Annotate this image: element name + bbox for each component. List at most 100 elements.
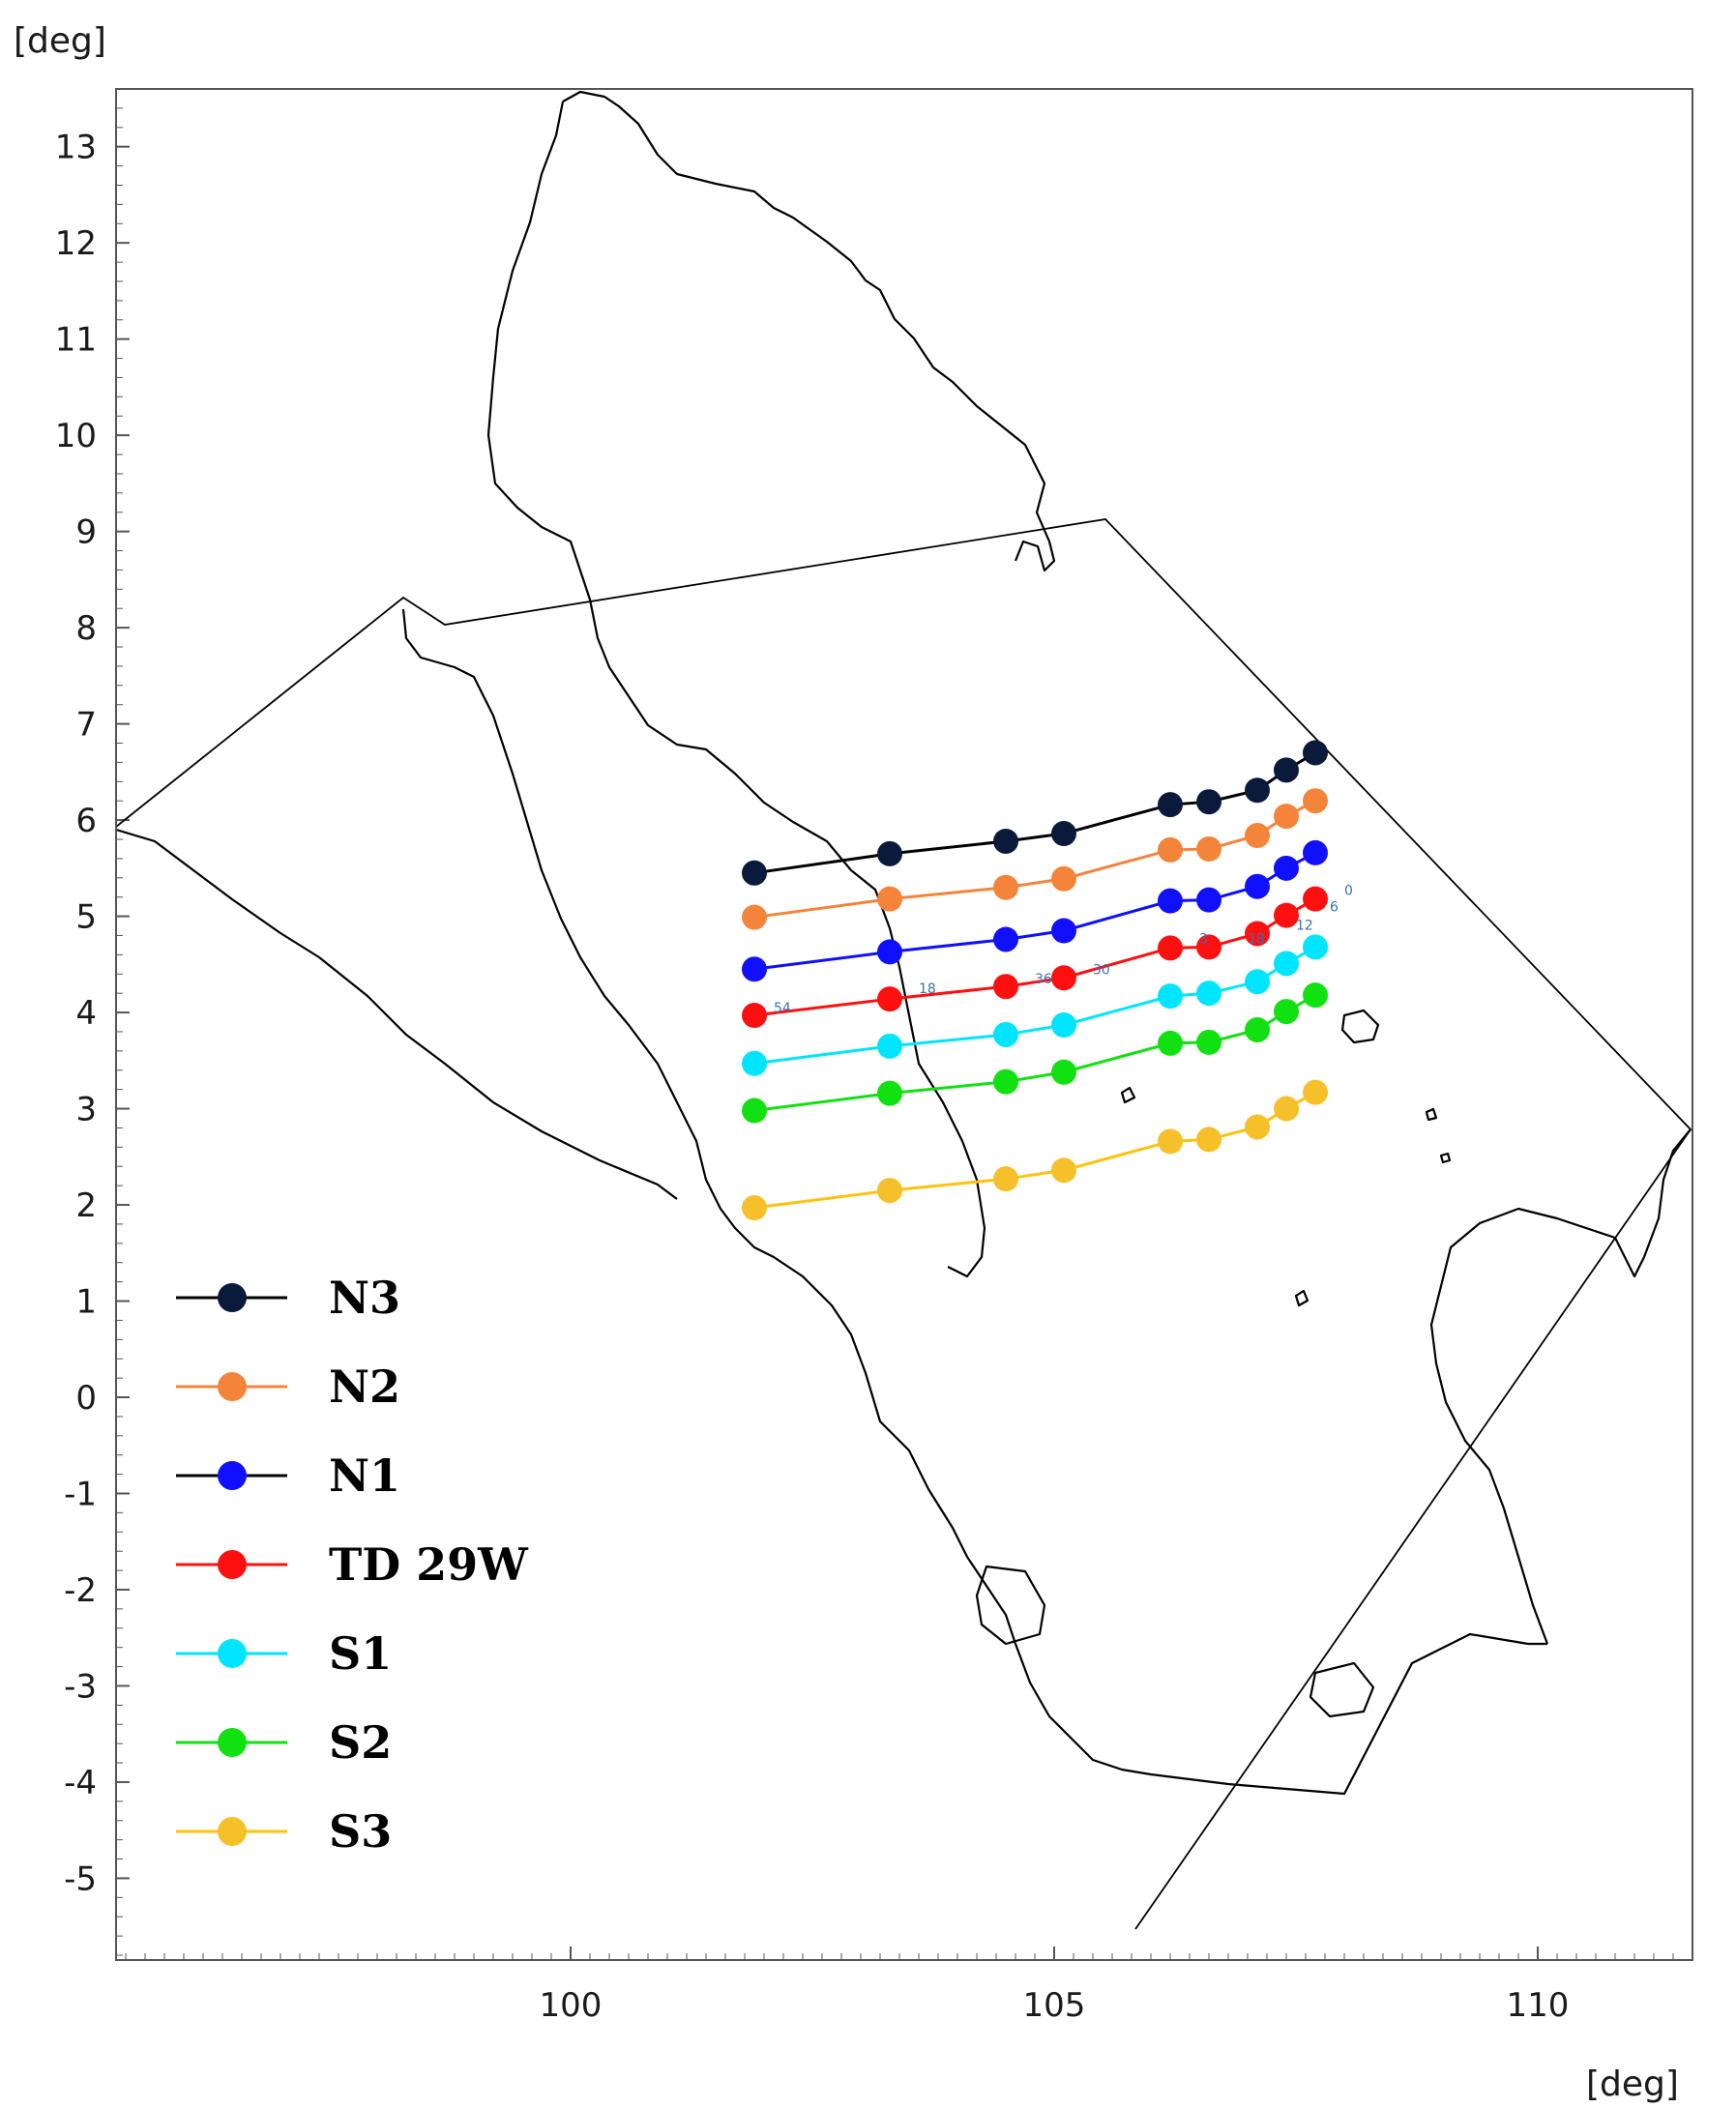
y-tick-label: 2: [75, 1186, 97, 1225]
legend-label: N3: [329, 1272, 400, 1324]
legend-marker: [218, 1550, 247, 1579]
track-point-s3: [1274, 1096, 1299, 1122]
y-tick-label: 3: [75, 1091, 97, 1129]
track-point-n2: [877, 886, 902, 912]
track-point-td-29w: [1245, 921, 1270, 947]
x-tick-label: 110: [1507, 1986, 1570, 2025]
map-geography: [115, 90, 1692, 1930]
track-line-n1: [753, 851, 1316, 971]
legend-item-s3: S3: [176, 1805, 392, 1858]
legend-marker: [218, 1283, 247, 1312]
track-point-s1: [1274, 951, 1299, 977]
track-point-n3: [1303, 740, 1328, 766]
island-bangka: [975, 1565, 1046, 1646]
track-point-n1: [1196, 887, 1221, 913]
plot-frame: [115, 88, 1693, 1961]
legend-label: TD 29W: [329, 1538, 529, 1591]
y-tick-label: 9: [75, 513, 97, 552]
island-small-4: [1439, 1152, 1452, 1164]
track-point-s1: [1303, 934, 1328, 960]
track-point-s3: [877, 1178, 902, 1204]
x-axis: 100 105 110: [125, 1947, 1674, 2025]
track-point-n1: [1274, 855, 1299, 881]
legend: N3 N2 N1 TD 29W S1 S2 S3: [176, 1272, 529, 1858]
track-point-n2: [1051, 865, 1076, 892]
track-point-label: 18: [1248, 931, 1265, 947]
track-point-n1: [993, 926, 1018, 952]
y-tick-label: -3: [64, 1667, 97, 1706]
track-point-label: 36: [1035, 972, 1052, 987]
track-point-n2: [1303, 788, 1328, 814]
track-point-n3: [1274, 757, 1299, 783]
track-s3: [742, 1079, 1328, 1221]
track-point-td-29w: [993, 974, 1018, 1000]
legend-label: N1: [329, 1449, 400, 1502]
track-point-n3: [1051, 821, 1076, 847]
track-point-s2: [1196, 1029, 1221, 1055]
track-point-label: 30: [1093, 962, 1110, 978]
track-line-n2: [753, 799, 1316, 920]
track-n2: [742, 788, 1328, 930]
track-point-td-29w: [1196, 934, 1221, 960]
y-tick-label: 1: [75, 1283, 97, 1322]
y-tick-label: 10: [55, 417, 97, 455]
track-point-n3: [877, 840, 902, 866]
model-domain-boundary: [115, 518, 1692, 1930]
track-s1: [742, 934, 1328, 1076]
track-point-n2: [1274, 804, 1299, 830]
legend-item-n3: N3: [176, 1272, 400, 1324]
track-point-label: 3: [1199, 931, 1208, 947]
track-point-s3: [993, 1166, 1018, 1192]
track-point-s3: [1051, 1157, 1076, 1184]
track-point-s2: [1274, 999, 1299, 1025]
y-tick-label: 12: [55, 224, 97, 263]
track-point-s3: [1196, 1127, 1221, 1153]
track-point-n3: [993, 828, 1018, 854]
track-point-s1: [877, 1033, 902, 1059]
track-point-labels: 54 18 36 30 3 18 12 60: [774, 884, 1353, 1016]
x-tick-label: 100: [540, 1986, 603, 2025]
coastline-sumatra: [115, 828, 678, 1200]
track-point-s3: [1303, 1079, 1328, 1105]
y-tick-label: 6: [75, 802, 97, 840]
track-point-td-29w: [1274, 902, 1299, 928]
y-tick-label: 13: [55, 129, 97, 167]
legend-item-n2: N2: [176, 1361, 400, 1413]
track-point-n1: [1051, 918, 1076, 944]
track-point-n1: [742, 956, 767, 982]
coastline-peninsula-west: [401, 608, 1017, 1645]
coastline-gulf-west: [486, 101, 986, 1278]
legend-marker: [218, 1461, 247, 1490]
track-point-n3: [742, 860, 767, 886]
y-tick-label: -5: [64, 1859, 97, 1898]
legend-label: N2: [329, 1361, 400, 1413]
track-point-n2: [1245, 823, 1270, 849]
track-point-s3: [742, 1195, 767, 1221]
track-td-29w: [742, 886, 1328, 1029]
track-point-s2: [993, 1069, 1018, 1095]
track-point-label: 18: [919, 981, 936, 997]
track-n3: [742, 740, 1328, 886]
track-point-s2: [1303, 982, 1328, 1009]
coastline-java-north: [1014, 1632, 1547, 1796]
legend-marker: [218, 1728, 247, 1757]
y-tick-label: -1: [64, 1475, 97, 1513]
legend-label: S1: [329, 1627, 392, 1680]
track-point-s1: [1051, 1011, 1076, 1038]
track-point-s2: [742, 1098, 767, 1124]
track-point-n2: [742, 904, 767, 930]
track-point-n3: [1245, 777, 1270, 804]
track-point-label: 6: [1330, 900, 1339, 916]
track-point-n1: [1158, 888, 1183, 914]
legend-item-n1: N1: [176, 1449, 400, 1502]
island-small-3: [1425, 1107, 1438, 1122]
y-axis-unit-label: [deg]: [14, 21, 106, 61]
island-small-2: [1294, 1289, 1309, 1307]
island-small-1: [1120, 1086, 1136, 1104]
legend-label: S3: [329, 1805, 392, 1858]
track-point-s2: [877, 1080, 902, 1106]
track-point-n2: [993, 874, 1018, 900]
x-tick-label: 105: [1023, 1986, 1086, 2025]
